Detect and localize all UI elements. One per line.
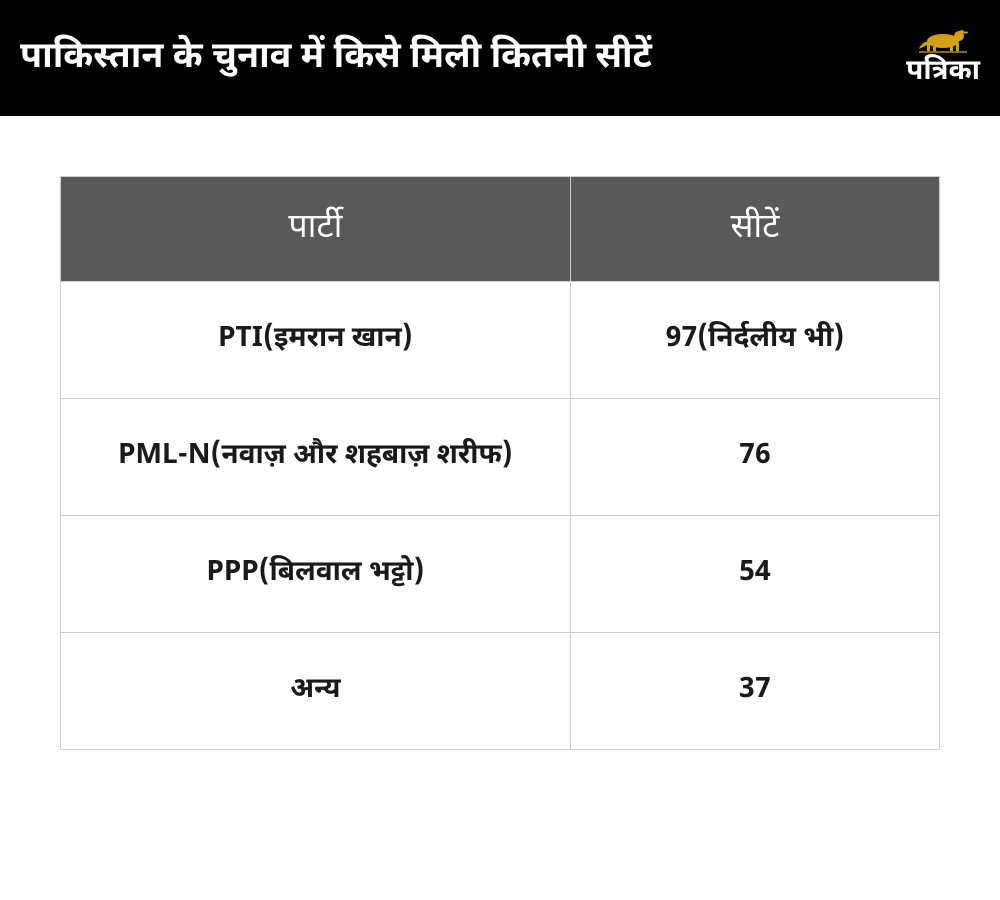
table-header-row: पार्टी सीटें	[61, 177, 940, 282]
party-cell: PTI(इमरान खान)	[61, 282, 571, 399]
publisher-name: पत्रिका	[906, 55, 980, 91]
seats-cell: 97(निर्दलीय भी)	[570, 282, 939, 399]
seats-cell: 76	[570, 399, 939, 516]
table-row: PPP(बिलवाल भट्टो) 54	[61, 516, 940, 633]
table-row: PTI(इमरान खान) 97(निर्दलीय भी)	[61, 282, 940, 399]
column-header-seats: सीटें	[570, 177, 939, 282]
party-cell: PML-N(नवाज़ और शहबाज़ शरीफ)	[61, 399, 571, 516]
table-row: अन्य 37	[61, 633, 940, 750]
election-results-table: पार्टी सीटें PTI(इमरान खान) 97(निर्दलीय …	[60, 176, 940, 750]
header-bar: पाकिस्तान के चुनाव में किसे मिली कितनी स…	[0, 0, 1000, 116]
publisher-logo: पत्रिका	[906, 25, 980, 91]
column-header-party: पार्टी	[61, 177, 571, 282]
party-cell: अन्य	[61, 633, 571, 750]
page-container: पाकिस्तान के चुनाव में किसे मिली कितनी स…	[0, 0, 1000, 900]
seats-cell: 54	[570, 516, 939, 633]
table-content-area: पार्टी सीटें PTI(इमरान खान) 97(निर्दलीय …	[0, 116, 1000, 790]
party-cell: PPP(बिलवाल भट्टो)	[61, 516, 571, 633]
table-row: PML-N(नवाज़ और शहबाज़ शरीफ) 76	[61, 399, 940, 516]
seats-cell: 37	[570, 633, 939, 750]
lion-icon	[913, 25, 973, 53]
page-title: पाकिस्तान के चुनाव में किसे मिली कितनी स…	[20, 35, 652, 82]
